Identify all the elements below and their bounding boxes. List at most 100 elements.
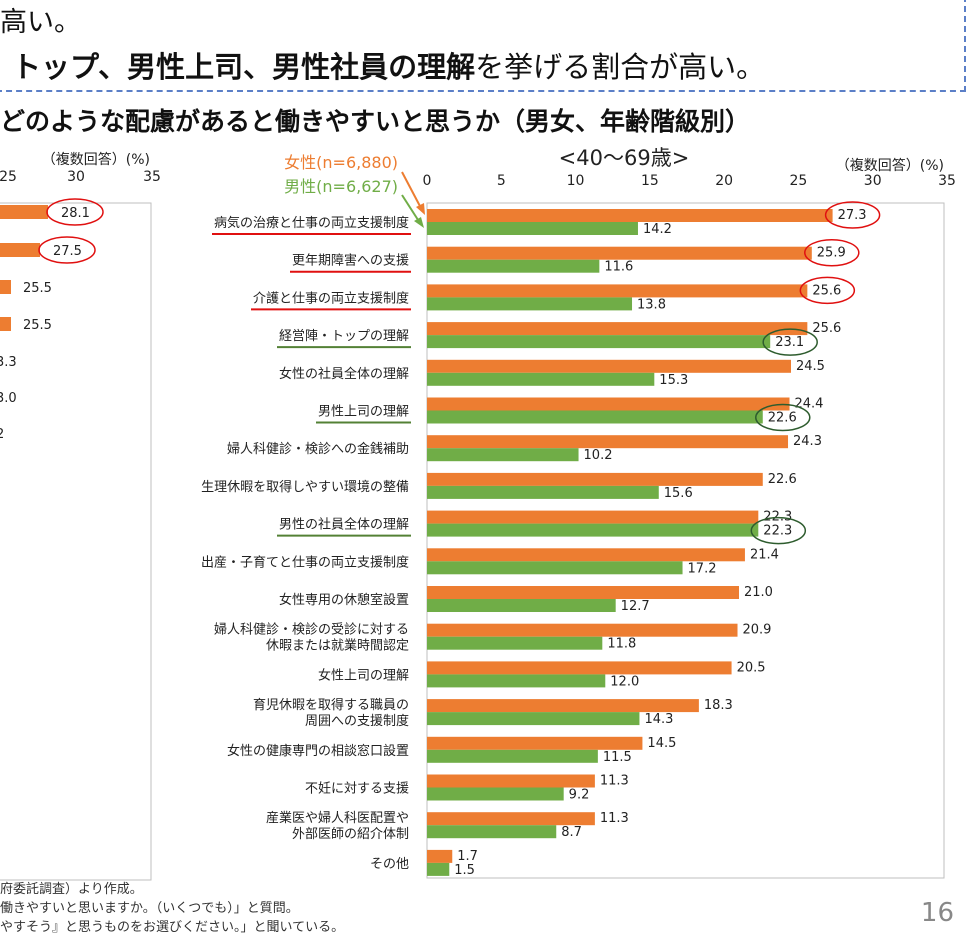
- highlight-circle-red: [824, 201, 881, 229]
- bar-male: [427, 372, 655, 386]
- left-plot-frame: [0, 202, 152, 881]
- bar-female: [427, 812, 595, 826]
- data-label-female: 24.3: [793, 434, 822, 449]
- data-label-male: 12.0: [610, 674, 639, 689]
- bar-male: [427, 485, 659, 499]
- bar-female: [427, 510, 759, 524]
- data-label-male: 12.7: [621, 599, 650, 614]
- data-label-female: 18.3: [704, 698, 733, 713]
- x-tick-label: 35: [938, 173, 956, 189]
- bar-male: [427, 259, 600, 273]
- bar-female: [427, 209, 833, 222]
- bar-male: [427, 862, 450, 876]
- highlight-circle-red: [804, 238, 860, 267]
- bar-female: [427, 246, 812, 260]
- bar-female: [427, 736, 643, 750]
- data-label-female: 27.3: [838, 208, 867, 223]
- data-label-male: 22.3: [763, 524, 792, 539]
- data-label-male: 9.2: [569, 788, 590, 803]
- data-label-male: 11.5: [603, 750, 632, 765]
- category-label: 女性の健康専門の相談窓口設置: [227, 743, 409, 759]
- category-label: 出産・子育てと仕事の両立支援制度: [201, 554, 409, 570]
- footnote-1: 府委託調査）より作成。: [0, 882, 143, 897]
- x-tick-label: 10: [567, 173, 585, 189]
- data-label-male: 13.8: [637, 297, 666, 312]
- data-label-male: 11.8: [607, 637, 636, 652]
- x-axis-unit-label: （複数回答）(%): [836, 157, 944, 174]
- bar-male: [427, 787, 564, 801]
- category-label: 女性専用の休憩室設置: [279, 592, 409, 608]
- left-data-label: 25.5: [23, 281, 52, 296]
- highlight-circle-green: [755, 403, 811, 432]
- bar-female: [427, 699, 699, 713]
- left-data-label: 3.0: [0, 391, 17, 406]
- legend-male-arrow: [401, 194, 421, 224]
- data-label-female: 11.3: [600, 811, 629, 826]
- bar-male: [427, 561, 683, 575]
- headline-rest-text: を挙げる割合が高い。: [475, 50, 766, 84]
- page-number: 16: [920, 898, 954, 928]
- bar-male: [427, 410, 763, 424]
- bar-male: [427, 222, 638, 235]
- footnote-3: やすそう』と思うものをお選びください。」と聞いている。: [0, 920, 345, 935]
- data-label-male: 8.7: [561, 825, 582, 840]
- data-label-male: 1.5: [454, 863, 475, 878]
- data-label-female: 1.7: [457, 849, 478, 864]
- left-data-label: 27.5: [53, 244, 82, 259]
- data-label-male: 11.6: [604, 260, 633, 275]
- left-highlight-circle-red: [46, 198, 104, 226]
- highlight-circle-green: [762, 328, 818, 356]
- left-bar-female: [0, 205, 48, 219]
- bar-female: [427, 472, 763, 486]
- legend-female-arrow: [401, 171, 423, 211]
- left-bar-female: [0, 280, 11, 294]
- bar-female: [427, 623, 738, 637]
- data-label-male: 22.6: [768, 411, 797, 426]
- bar-female: [427, 284, 808, 298]
- left-highlight-circle-red: [38, 236, 96, 264]
- data-label-male: 15.6: [664, 486, 693, 501]
- category-label: 不妊に対する支援: [305, 782, 409, 797]
- category-label: 女性上司の理解: [318, 667, 409, 683]
- bar-male: [427, 599, 616, 612]
- data-label-female: 24.4: [795, 397, 824, 412]
- data-label-female: 20.5: [737, 660, 766, 675]
- chart-title: <40～69歳>: [559, 146, 690, 170]
- left-data-label: 3.3: [0, 355, 17, 370]
- left-unit-label: （複数回答）(%): [42, 151, 150, 168]
- data-label-female: 22.6: [768, 472, 797, 487]
- category-label: 周囲への支援制度: [305, 713, 409, 729]
- bar-female: [427, 322, 808, 336]
- data-label-female: 11.3: [600, 774, 629, 789]
- bar-male: [427, 749, 598, 763]
- left-data-label: 28.1: [61, 206, 90, 221]
- bar-female: [427, 661, 732, 675]
- bar-male: [427, 825, 557, 839]
- x-tick-label: 0: [423, 173, 432, 189]
- data-label-male: 10.2: [584, 448, 613, 463]
- data-label-female: 25.9: [817, 246, 846, 261]
- category-label: 休暇または就業時間認定: [266, 638, 409, 654]
- data-label-female: 24.5: [796, 359, 825, 374]
- headline-bold-text: トップ、男性上司、男性社員の理解: [12, 50, 476, 84]
- chart-subtitle: どのような配慮があると働きやすいと思うか（男女、年齢階級別）: [0, 107, 751, 136]
- bar-female: [427, 397, 790, 411]
- data-label-male: 14.2: [643, 222, 672, 237]
- left-bar-female: [0, 317, 11, 331]
- data-label-female: 25.6: [812, 283, 841, 298]
- bar-female: [427, 774, 595, 788]
- highlight-circle-green: [750, 516, 807, 545]
- bar-female: [427, 359, 791, 373]
- data-label-male: 14.3: [644, 712, 673, 727]
- x-tick-label: 15: [641, 173, 659, 189]
- bar-female: [427, 435, 789, 449]
- x-tick-label: 30: [864, 173, 882, 189]
- x-tick-label: 20: [715, 173, 733, 189]
- bar-male: [427, 297, 633, 311]
- bar-female: [427, 849, 453, 863]
- bar-male: [427, 636, 603, 650]
- category-label: 育児休暇を取得する職員の: [253, 697, 409, 713]
- left-data-label: 25.5: [23, 318, 52, 333]
- category-label: 病気の治療と仕事の両立支援制度: [214, 215, 409, 231]
- bar-male: [427, 335, 771, 349]
